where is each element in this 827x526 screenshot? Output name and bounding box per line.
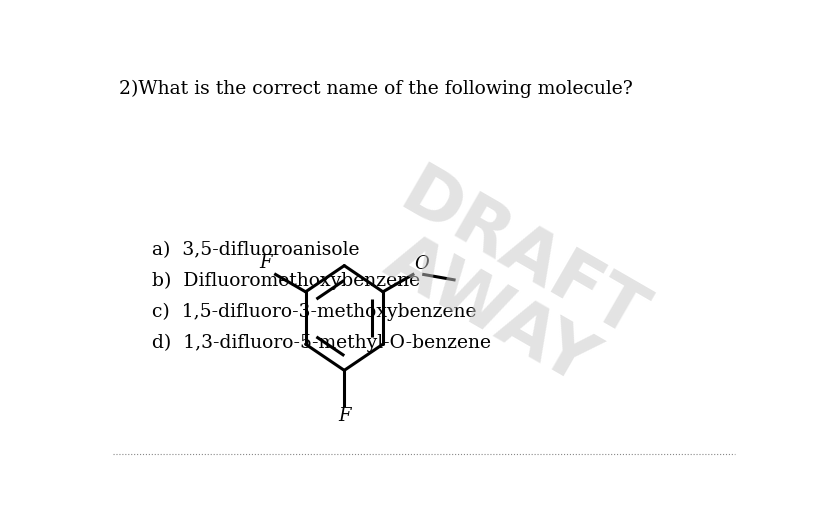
Text: c)  1,5-difluoro-3-methoxybenzene: c) 1,5-difluoro-3-methoxybenzene	[151, 302, 476, 321]
Text: a)  3,5-difluoroanisole: a) 3,5-difluoroanisole	[151, 241, 359, 259]
Text: DRAFT
AWAY: DRAFT AWAY	[356, 158, 655, 408]
Text: d)  1,3-difluoro-5-methyl-O-benzene: d) 1,3-difluoro-5-methyl-O-benzene	[151, 333, 490, 352]
Text: F: F	[337, 407, 350, 426]
Text: F: F	[259, 254, 271, 272]
Text: b)  Difluoromethoxybenzene: b) Difluoromethoxybenzene	[151, 272, 419, 290]
Text: O: O	[414, 255, 428, 273]
Text: 2)What is the correct name of the following molecule?: 2)What is the correct name of the follow…	[119, 79, 633, 97]
